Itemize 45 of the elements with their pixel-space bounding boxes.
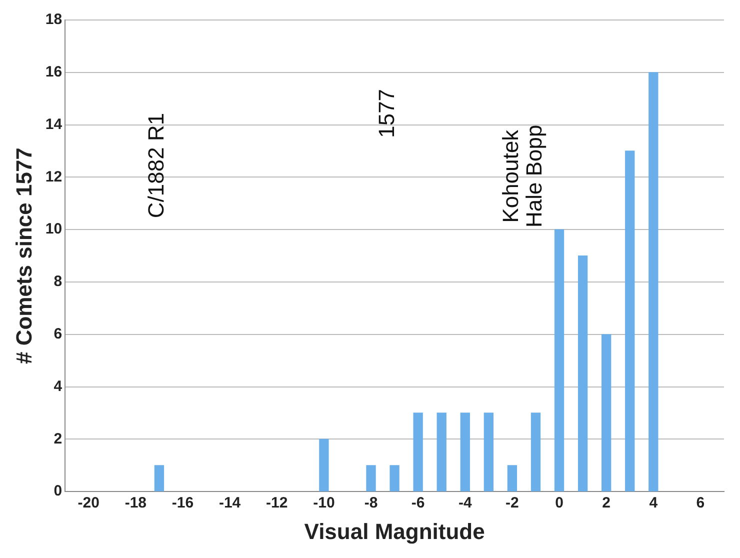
y-tick-label: 10 xyxy=(45,220,62,238)
y-tick-label: 8 xyxy=(54,273,62,290)
x-tick-label: -14 xyxy=(218,494,242,512)
x-tick-label: -10 xyxy=(313,494,335,512)
x-tick-label: 4 xyxy=(649,494,658,512)
bar xyxy=(154,465,164,492)
x-tick-label: 0 xyxy=(555,494,564,512)
bar xyxy=(436,412,446,492)
y-tick-label: 18 xyxy=(45,11,62,28)
y-axis-title: # Comets since 1577 xyxy=(11,148,36,364)
bar xyxy=(460,412,470,492)
annotation: 1577 xyxy=(374,88,400,138)
bar xyxy=(530,412,541,492)
x-tick-label: 6 xyxy=(696,494,705,512)
y-tick-label: 14 xyxy=(45,116,63,133)
bar xyxy=(602,334,612,492)
x-tick-label: -16 xyxy=(172,494,194,512)
x-tick-label: -6 xyxy=(411,494,425,512)
x-tick-label: 2 xyxy=(602,494,611,512)
x-tick-label: -18 xyxy=(124,494,147,512)
y-tick-label: 2 xyxy=(54,430,62,448)
y-tick-label: 6 xyxy=(54,326,62,343)
bar xyxy=(554,229,564,492)
y-tick-label: 4 xyxy=(54,378,63,395)
x-tick-label: -4 xyxy=(458,494,472,512)
y-tick-label: 16 xyxy=(45,64,62,81)
bar xyxy=(390,465,400,492)
x-tick-label: -2 xyxy=(506,494,519,512)
annotation: Kohoutek xyxy=(498,128,523,223)
x-tick-label: -8 xyxy=(364,494,378,512)
y-tick-label: 0 xyxy=(54,482,62,500)
bar xyxy=(625,150,635,492)
bar xyxy=(648,72,658,492)
annotation: C/1882 R1 xyxy=(143,112,168,218)
annotation: Hale Bopp xyxy=(522,124,547,228)
x-tick-label: -20 xyxy=(78,494,100,512)
x-axis-title: Visual Magnitude xyxy=(304,518,485,544)
y-tick-label: 12 xyxy=(45,168,62,186)
bar xyxy=(578,255,588,492)
bar xyxy=(366,465,376,492)
bar xyxy=(507,465,518,492)
x-tick-label: -12 xyxy=(266,494,288,512)
bar xyxy=(413,412,423,492)
bar xyxy=(484,412,494,492)
bar xyxy=(319,438,329,492)
